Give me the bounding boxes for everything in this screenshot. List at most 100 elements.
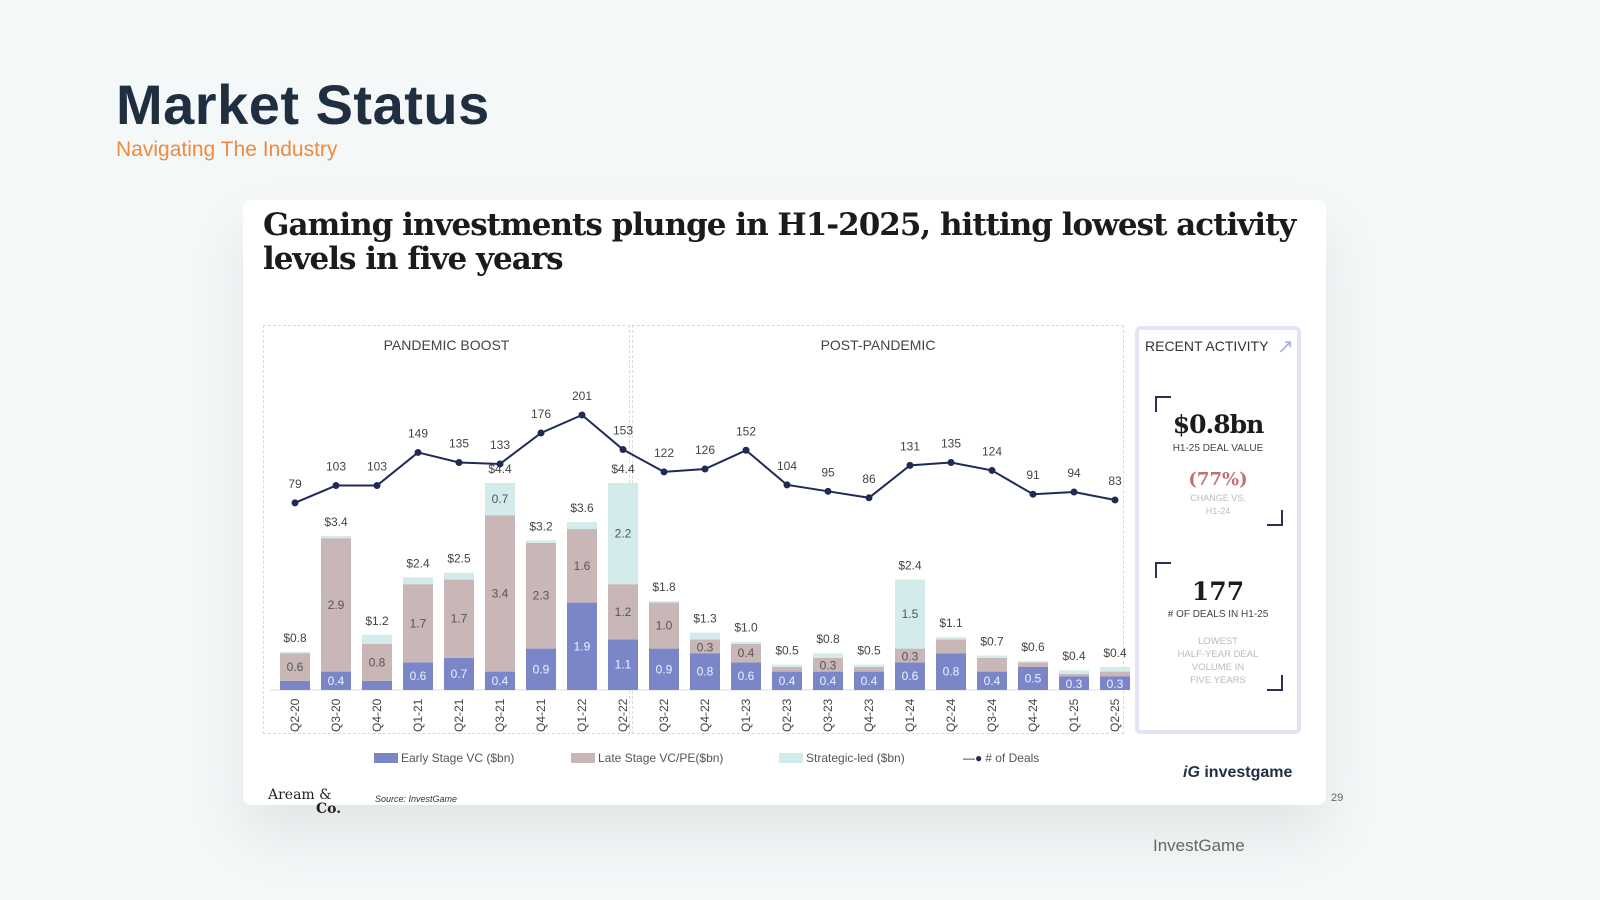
bar-late-stage	[1100, 671, 1130, 677]
segment-label: 0.3	[1066, 677, 1083, 691]
bar-strategic	[772, 664, 802, 667]
segment-label: 0.3	[697, 640, 714, 654]
total-label: $0.8	[816, 632, 840, 646]
deals-point	[988, 466, 996, 474]
x-tick-label: Q1-25	[1067, 698, 1081, 732]
total-label: $4.4	[488, 462, 512, 476]
x-tick-label: Q1-24	[903, 698, 917, 732]
corner-bracket-icon	[1155, 396, 1171, 412]
bar-late-stage	[321, 538, 351, 672]
x-tick-label: Q3-24	[985, 698, 999, 732]
bar-early-stage	[772, 671, 802, 690]
x-tick-label: Q3-20	[329, 698, 343, 732]
x-tick-label: Q2-25	[1108, 698, 1122, 732]
x-tick-label: Q3-21	[493, 698, 507, 732]
deals-label: 124	[982, 444, 1002, 458]
bar-strategic	[444, 572, 474, 580]
segment-label: 1.7	[451, 612, 468, 626]
footer-credit: InvestGame	[1153, 836, 1245, 855]
bar-early-stage	[895, 662, 925, 690]
deals-label: 135	[941, 437, 961, 451]
line-marker-icon: —●	[963, 751, 983, 765]
bar-late-stage	[690, 639, 720, 654]
total-label: $2.4	[898, 559, 922, 573]
total-label: $1.0	[734, 621, 758, 635]
deals-point	[742, 446, 750, 454]
segment-label: 0.7	[492, 492, 509, 506]
total-label: $0.8	[283, 631, 307, 645]
note-line: FIVE YEARS	[1190, 675, 1246, 686]
segment-label: 2.9	[328, 598, 345, 612]
deals-label: 91	[1026, 468, 1040, 482]
recent-activity-panel: RECENT ACTIVITY ↗ $0.8bn H1-25 DEAL VALU…	[1135, 326, 1301, 734]
deals-point	[865, 494, 873, 502]
deal-count: 177	[1191, 577, 1245, 606]
bar-early-stage	[608, 639, 638, 690]
bar-strategic	[1059, 670, 1089, 674]
segment-label: 0.6	[738, 669, 755, 683]
note-line: VOLUME IN	[1191, 662, 1245, 673]
bar-strategic	[280, 651, 310, 654]
change-percent: (77%)	[1188, 469, 1248, 490]
deals-point	[660, 468, 668, 476]
x-tick-label: Q2-24	[944, 698, 958, 732]
segment-label: 1.6	[574, 559, 591, 573]
segment-label: 0.4	[492, 674, 509, 688]
aream-logo: Aream & Co.	[268, 787, 342, 817]
total-label: $0.5	[857, 644, 881, 658]
segment-label: 0.6	[902, 669, 919, 683]
bar-strategic	[526, 540, 556, 543]
bar-strategic	[1018, 661, 1048, 663]
bar-early-stage	[936, 653, 966, 690]
legend-label: Strategic-led ($bn)	[806, 751, 905, 765]
corner-bracket-icon	[1267, 510, 1283, 526]
x-tick-label: Q3-22	[657, 698, 671, 732]
segment-label: 1.7	[410, 616, 427, 630]
segment-label: 0.4	[861, 674, 878, 688]
legend-label: # of Deals	[985, 751, 1040, 765]
change-label: H1-24	[1205, 506, 1231, 516]
bar-early-stage	[649, 648, 679, 690]
deals-label: 122	[654, 446, 674, 460]
deals-label: 95	[821, 465, 835, 479]
segment-label: 1.9	[574, 639, 591, 653]
segment-label: 0.6	[287, 660, 304, 674]
bar-strategic	[854, 664, 884, 667]
bar-strategic	[1100, 667, 1130, 672]
bar-early-stage	[1018, 667, 1048, 690]
bar-early-stage	[1059, 676, 1089, 690]
legend-swatch	[374, 753, 398, 763]
bar-late-stage	[444, 579, 474, 658]
deals-point	[1029, 490, 1037, 498]
deals-point	[619, 446, 627, 454]
segment-label: 0.8	[943, 665, 960, 679]
legend-swatch	[779, 753, 803, 763]
bar-early-stage	[403, 662, 433, 690]
deals-point	[578, 411, 586, 419]
segment-label: 3.4	[492, 586, 509, 600]
bar-late-stage	[403, 584, 433, 663]
bar-strategic	[649, 601, 679, 603]
segment-label: 0.3	[1107, 677, 1124, 691]
deals-point	[496, 460, 504, 468]
bar-early-stage	[977, 671, 1007, 690]
panel-title: POST-PANDEMIC	[820, 337, 936, 353]
x-tick-label: Q2-22	[616, 698, 630, 732]
deals-label: 176	[531, 407, 551, 421]
bar-late-stage	[608, 584, 638, 640]
x-tick-label: Q2-23	[780, 698, 794, 732]
deals-label: 135	[449, 437, 469, 451]
bar-strategic	[362, 634, 392, 644]
bar-strategic	[690, 632, 720, 640]
total-label: $0.5	[775, 644, 799, 658]
bar-late-stage	[526, 542, 556, 649]
total-label: $0.4	[1062, 649, 1086, 663]
deals-point	[1070, 488, 1078, 496]
deals-label: 201	[572, 389, 592, 403]
segment-label: 0.4	[328, 674, 345, 688]
segment-label: 2.3	[533, 589, 550, 603]
bar-strategic	[977, 655, 1007, 658]
corner-bracket-icon	[1155, 562, 1171, 578]
source-note: Source: InvestGame	[375, 794, 458, 804]
corner-bracket-icon	[1267, 675, 1283, 691]
